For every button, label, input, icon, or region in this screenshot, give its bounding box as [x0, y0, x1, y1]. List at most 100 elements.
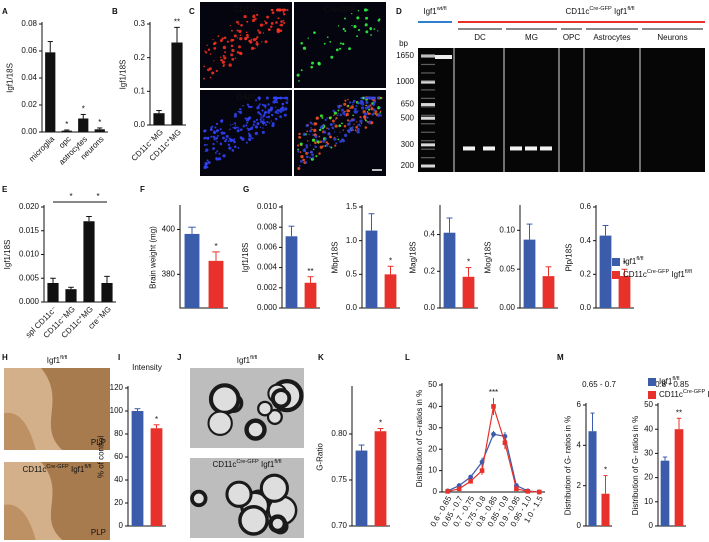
cell-dot: [224, 140, 227, 143]
cell-dot: [280, 20, 283, 23]
ladder-band: [421, 80, 435, 84]
cell-dot: [352, 118, 356, 122]
cell-dot: [238, 45, 241, 49]
band: [442, 55, 452, 59]
y-tick-label: 0.00: [21, 127, 37, 136]
cell-dot: [270, 21, 274, 25]
cell-dot: [283, 21, 286, 25]
cell-dot: [250, 38, 253, 41]
cell-dot: [364, 118, 366, 120]
cell-dot: [229, 25, 232, 27]
cell-dot: [203, 129, 207, 133]
cell-dot: [249, 40, 253, 44]
cell-dot: [310, 127, 312, 129]
label-sup: Cre-GFP: [589, 6, 612, 12]
cell-dot: [358, 124, 361, 127]
cell-dot: [215, 122, 219, 126]
y-tick-label: 0.08: [21, 19, 37, 28]
cell-dot: [341, 122, 343, 125]
cell-dot: [230, 29, 233, 32]
cell-dot: [311, 153, 314, 157]
cell-dot: [261, 121, 265, 125]
significance: *: [467, 258, 470, 267]
cell-dot: [246, 121, 249, 124]
y-axis-label: Distribution of G- ratios in %: [631, 416, 640, 516]
cell-dot: [262, 127, 264, 129]
gel: [418, 48, 705, 172]
cell-dot: [215, 129, 219, 133]
cell-dot: [212, 135, 216, 139]
cell-dot: [296, 73, 300, 77]
series-line: [447, 433, 540, 493]
ladder-label: 1650: [396, 51, 414, 60]
cell-dot: [305, 146, 309, 149]
cell-dot: [243, 14, 247, 19]
band: [525, 146, 537, 151]
cell-dot: [357, 9, 360, 12]
cell-dot: [297, 144, 300, 147]
cell-dot: [233, 114, 237, 118]
cell-dot: [313, 122, 317, 126]
cell-dot: [283, 113, 287, 117]
cell-dot: [252, 123, 255, 126]
cell-dot: [329, 135, 332, 139]
cell-dot: [254, 131, 258, 136]
cell-dot: [326, 127, 328, 129]
cell-dot: [360, 106, 365, 110]
cell-dot: [244, 37, 247, 41]
y-axis-label: % of control: [96, 436, 105, 478]
cell-dot: [370, 105, 372, 107]
label-sup: Cre-GFP: [647, 269, 670, 275]
cell-dot: [211, 71, 215, 75]
bar: [599, 235, 612, 308]
bar: [47, 283, 59, 302]
error-bar: [104, 275, 110, 283]
cell-dot: [364, 119, 367, 122]
cell-dot: [225, 138, 228, 141]
y-tick-label: 0.0: [580, 303, 592, 312]
cell-dot: [348, 119, 352, 123]
cell-dot: [218, 157, 222, 161]
cell-dot: [250, 126, 254, 130]
cell-dot: [327, 127, 330, 130]
cell-dot: [258, 31, 262, 35]
cell-dot: [256, 40, 258, 43]
axon: [225, 480, 253, 508]
cell-dot: [338, 106, 341, 109]
cell-dot: [234, 57, 237, 59]
cell-dot: [271, 11, 275, 15]
cell-dot: [281, 106, 285, 110]
bar: [355, 450, 368, 526]
cell-dot: [368, 108, 371, 111]
band: [483, 146, 495, 151]
cell-dot: [284, 107, 288, 111]
cell-dot: [245, 124, 248, 127]
cell-dot: [333, 111, 337, 115]
cell-dot: [232, 123, 234, 126]
cell-dot: [262, 32, 265, 34]
cell-dot: [247, 127, 251, 131]
cell-dot: [254, 17, 257, 21]
axon: [266, 408, 283, 425]
significance: *: [98, 118, 101, 127]
cell-dot: [333, 114, 335, 117]
cell-dot: [379, 112, 381, 114]
cell-dot: [268, 122, 271, 124]
cell-dot: [262, 114, 266, 117]
cell-dot: [261, 41, 263, 43]
cell-dot: [279, 115, 283, 119]
cell-dot: [373, 100, 375, 103]
cell-dot: [374, 113, 377, 115]
cell-dot: [252, 38, 257, 42]
cell-dot: [302, 158, 306, 162]
cell-dot: [233, 34, 237, 38]
cell-dot: [300, 41, 304, 45]
error-bar: [377, 427, 384, 432]
ladder-smear: [421, 97, 435, 99]
y-tick-label: 0.020: [19, 202, 40, 211]
cell-dot: [318, 128, 322, 132]
label-part: Igf1: [259, 460, 275, 469]
cell-dot: [356, 124, 359, 127]
cell-dot: [356, 35, 359, 38]
y-tick-label: 10: [644, 497, 653, 506]
